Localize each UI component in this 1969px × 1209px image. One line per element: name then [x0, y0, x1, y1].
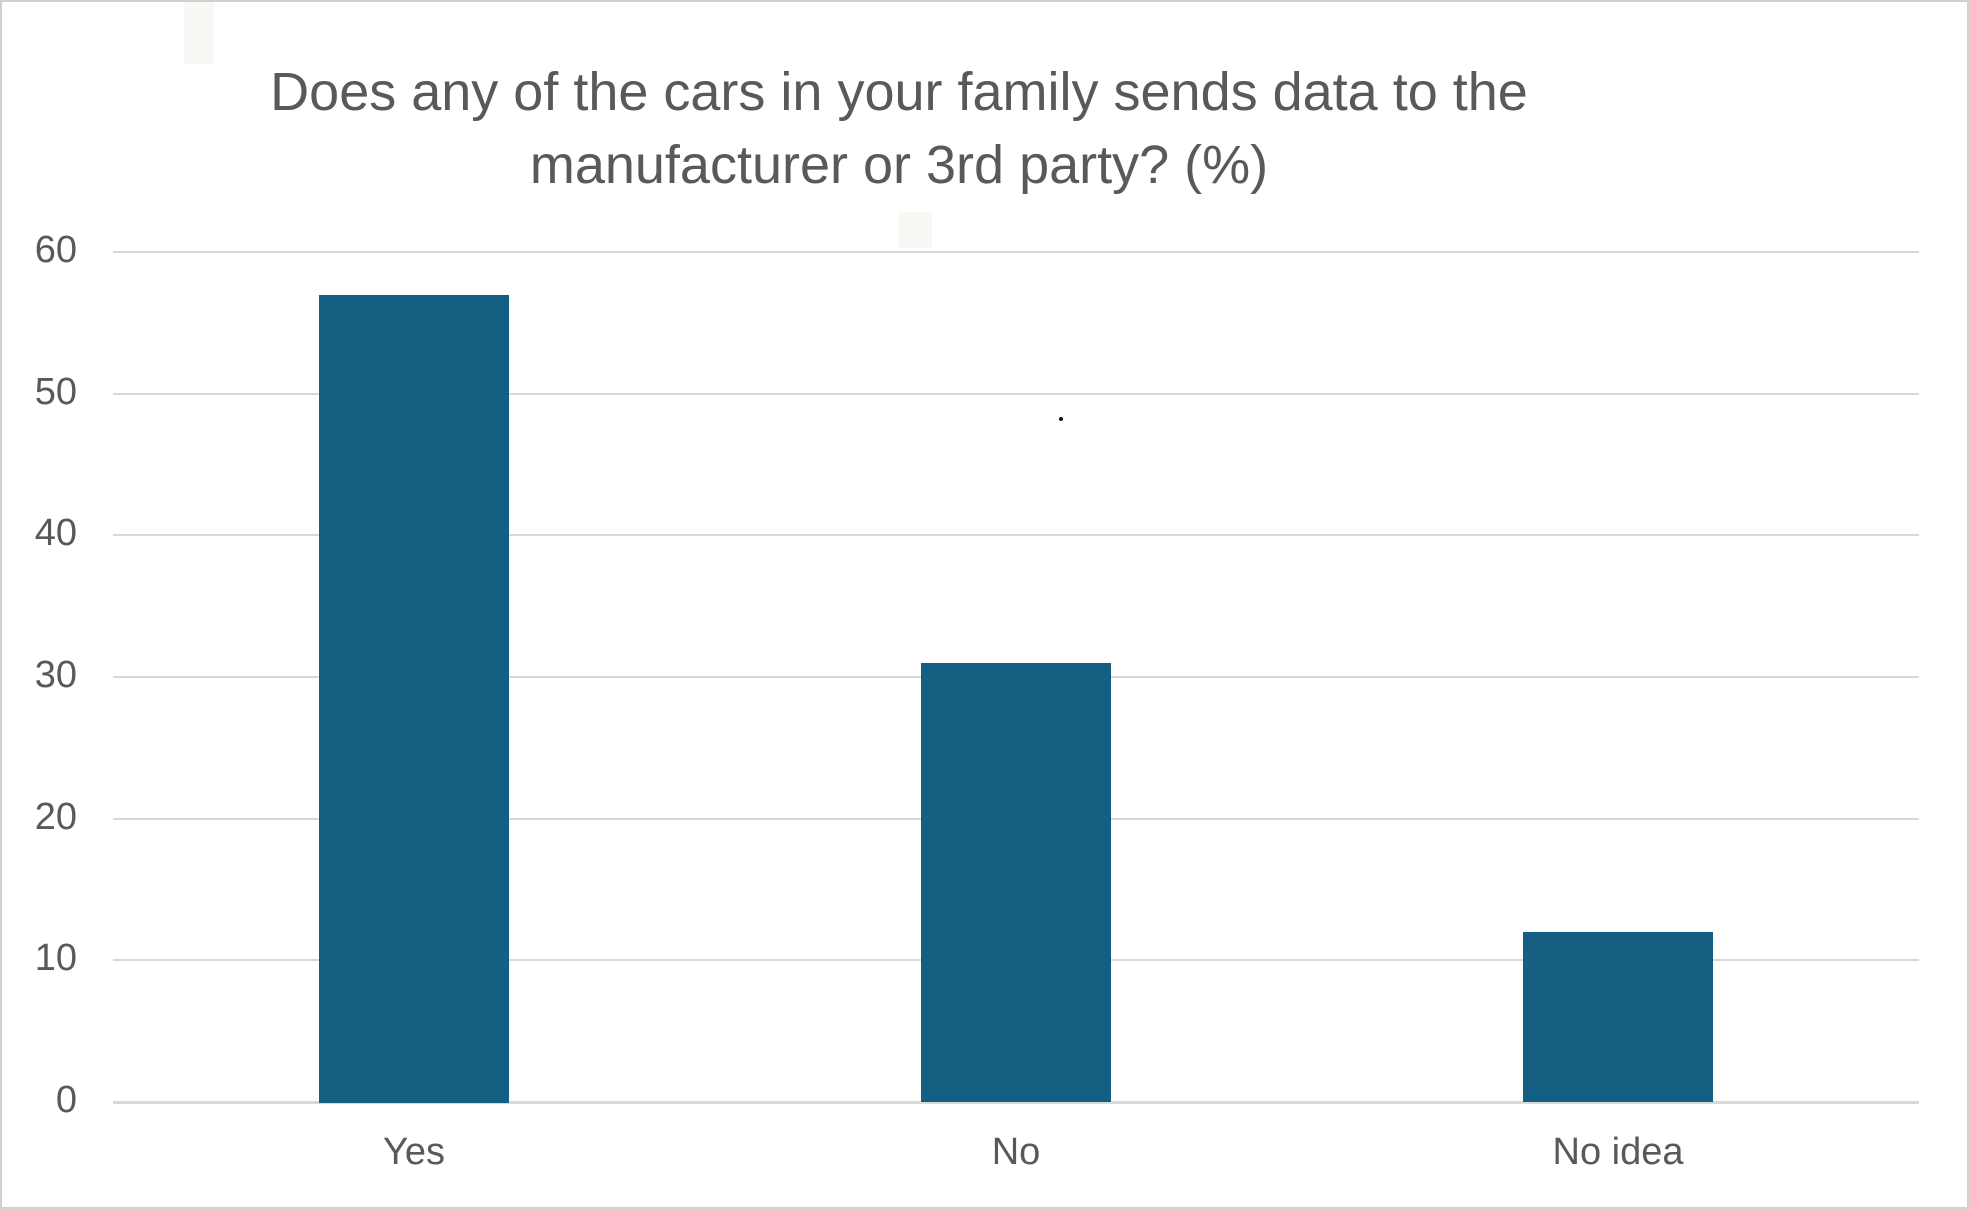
y-tick-label-10: 10	[34, 937, 77, 980]
render-artifact-patch-top-left	[184, 2, 214, 64]
x-axis-line	[113, 1101, 1919, 1104]
gridline-60	[113, 251, 1919, 253]
bar-no-idea	[1523, 932, 1713, 1102]
gridline-40	[113, 534, 1919, 537]
x-category-label-no-idea: No idea	[1552, 1131, 1684, 1173]
y-tick-label-60: 60	[34, 229, 77, 271]
stray-dot-artifact	[1059, 417, 1063, 421]
bar-no	[921, 663, 1111, 1102]
chart-title-line-1: Does any of the cars in your family send…	[270, 62, 1528, 122]
chart-title: Does any of the cars in your family send…	[270, 56, 1528, 202]
render-artifact-patch-mid	[898, 212, 932, 248]
y-tick-label-20: 20	[34, 795, 77, 838]
bar-yes	[319, 295, 509, 1103]
gridline-50	[113, 392, 1919, 395]
y-tick-label-0: 0	[55, 1079, 77, 1121]
y-tick-label-50: 50	[34, 370, 77, 413]
x-category-label-no: No	[991, 1131, 1041, 1173]
y-tick-label-30: 30	[34, 654, 77, 696]
x-category-label-yes: Yes	[383, 1131, 445, 1173]
chart-title-line-2: manufacturer or 3rd party? (%)	[529, 135, 1269, 195]
y-tick-label-40: 40	[34, 512, 77, 555]
